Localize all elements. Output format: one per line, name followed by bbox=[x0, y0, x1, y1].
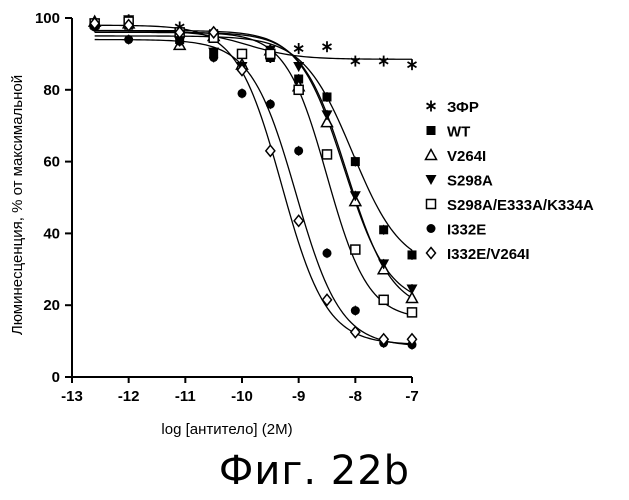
legend-marker bbox=[426, 175, 437, 185]
fit-curve bbox=[95, 25, 412, 344]
fit-curves bbox=[95, 25, 412, 345]
data-point bbox=[379, 295, 388, 304]
data-point bbox=[351, 56, 360, 67]
legend-marker bbox=[426, 150, 437, 160]
data-point bbox=[124, 35, 133, 44]
data-point bbox=[323, 150, 332, 159]
legend-label: S298A bbox=[447, 173, 493, 190]
y-tick-label: 80 bbox=[43, 82, 60, 99]
y-tick-label: 40 bbox=[43, 225, 60, 242]
data-point bbox=[323, 249, 332, 258]
data-markers bbox=[89, 14, 417, 349]
data-point bbox=[266, 49, 275, 58]
legend-marker bbox=[427, 224, 436, 233]
data-point bbox=[351, 157, 360, 166]
x-tick-label: -7 bbox=[405, 388, 418, 405]
data-point bbox=[408, 308, 417, 317]
legend-marker bbox=[427, 248, 436, 259]
data-point bbox=[378, 259, 389, 269]
data-point bbox=[238, 89, 247, 98]
legend-label: I332E bbox=[447, 222, 486, 239]
fit-curve bbox=[95, 32, 412, 315]
data-point bbox=[350, 191, 361, 201]
data-point bbox=[351, 245, 360, 254]
x-axis-label: log [антитело] (2M) bbox=[161, 421, 292, 438]
x-tick-label: -11 bbox=[175, 388, 196, 405]
y-axis-label: Люминесценция, % от максимальной bbox=[9, 75, 26, 335]
legend-label: S298A/E333A/K334A bbox=[447, 197, 594, 214]
data-point bbox=[209, 53, 218, 62]
data-point bbox=[408, 250, 417, 259]
fit-curve bbox=[95, 32, 412, 298]
legend-label: WT bbox=[447, 124, 470, 141]
data-point bbox=[407, 285, 418, 295]
legend-label: ЗФР bbox=[447, 99, 479, 116]
y-tick-label: 60 bbox=[43, 154, 60, 171]
x-tick-label: -12 bbox=[118, 388, 140, 405]
fit-curve bbox=[95, 36, 412, 250]
x-tick-label: -13 bbox=[61, 388, 83, 405]
data-point bbox=[322, 110, 333, 120]
data-point bbox=[294, 85, 303, 94]
legend-marker bbox=[427, 126, 436, 135]
data-point bbox=[294, 215, 303, 226]
data-point bbox=[408, 59, 417, 70]
legend-marker bbox=[427, 101, 436, 112]
legend-label: I332E/V264I bbox=[447, 246, 530, 263]
data-point bbox=[294, 43, 303, 54]
y-tick-label: 20 bbox=[43, 297, 60, 314]
legend-marker bbox=[427, 200, 436, 209]
data-point bbox=[351, 306, 360, 315]
x-tick-label: -10 bbox=[231, 388, 253, 405]
figure-caption: Фиг. 22b bbox=[0, 448, 629, 494]
fit-curve bbox=[95, 40, 412, 345]
legend-label: V264I bbox=[447, 148, 486, 165]
data-point bbox=[379, 56, 388, 67]
y-tick-label: 100 bbox=[35, 10, 60, 27]
data-point bbox=[323, 41, 332, 52]
y-tick-label: 0 bbox=[52, 369, 60, 386]
data-point bbox=[379, 225, 388, 234]
data-point bbox=[323, 92, 332, 101]
x-tick-label: -8 bbox=[349, 388, 362, 405]
data-point bbox=[266, 100, 275, 109]
ticks: -13 -12 -11 -10 -9 -8 -7 0 20 40 60 80 100 bbox=[35, 10, 419, 405]
data-point bbox=[294, 146, 303, 155]
data-point bbox=[238, 49, 247, 58]
legend: ЗФР WT V264I S298A S298A/E333A/K334A I332E I33… bbox=[426, 99, 594, 263]
fit-curve bbox=[95, 31, 412, 293]
x-tick-label: -9 bbox=[292, 388, 305, 405]
